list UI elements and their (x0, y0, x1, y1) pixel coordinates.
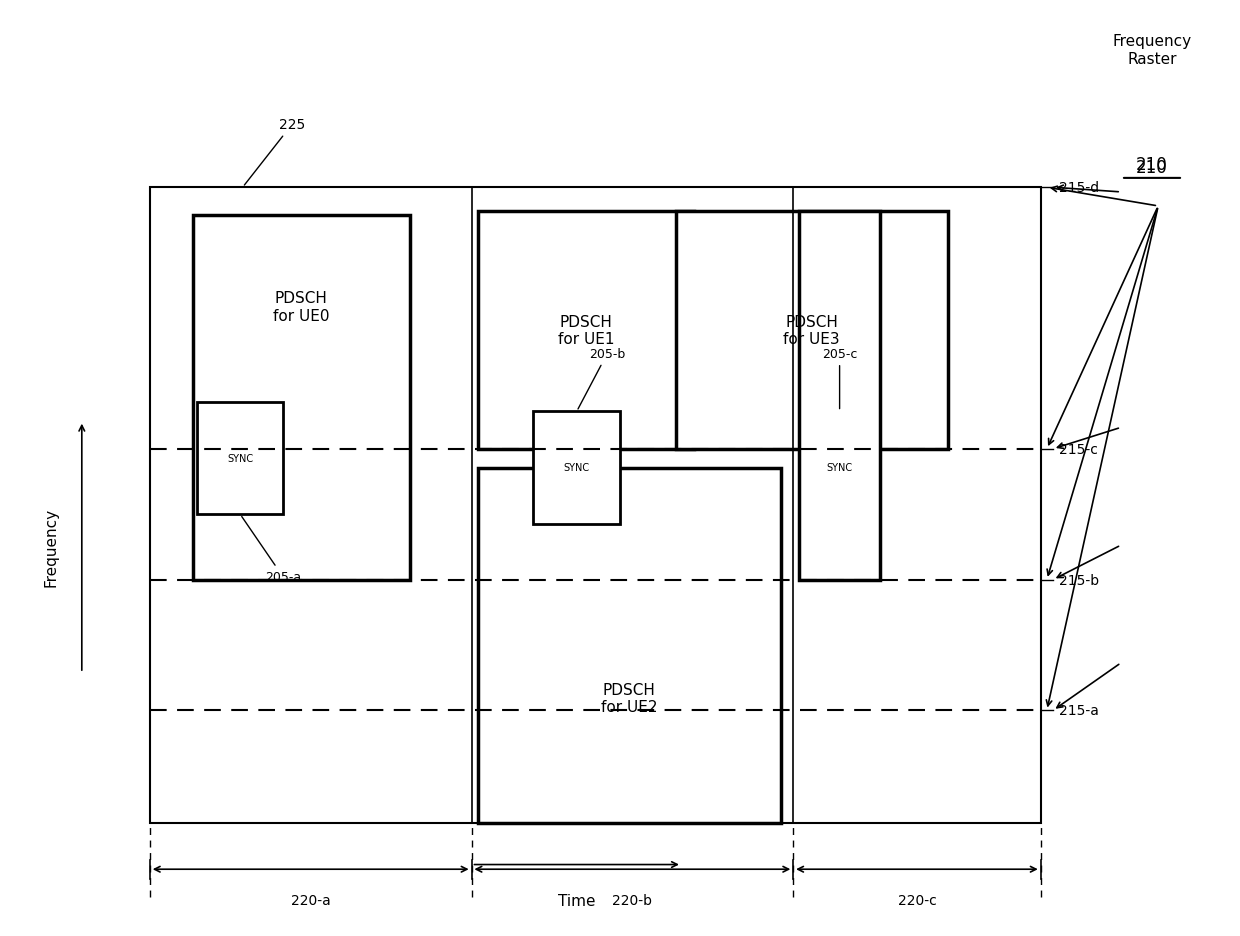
Text: 220-c: 220-c (898, 893, 936, 907)
Text: Time: Time (558, 893, 595, 908)
FancyBboxPatch shape (800, 212, 880, 580)
Text: PDSCH
for UE3: PDSCH for UE3 (784, 314, 839, 346)
Text: SYNC: SYNC (227, 454, 253, 463)
Text: 215-d: 215-d (1059, 181, 1100, 195)
FancyBboxPatch shape (533, 412, 620, 524)
Text: SYNC: SYNC (564, 463, 590, 473)
Text: 205-b: 205-b (578, 347, 625, 410)
Text: 215-b: 215-b (1059, 573, 1100, 587)
FancyBboxPatch shape (197, 402, 284, 515)
FancyBboxPatch shape (150, 188, 1040, 823)
Text: 225: 225 (244, 118, 305, 186)
Text: SYNC: SYNC (827, 463, 853, 473)
Text: 215-a: 215-a (1059, 704, 1099, 718)
Text: 205-c: 205-c (822, 347, 857, 409)
FancyBboxPatch shape (800, 412, 880, 524)
FancyBboxPatch shape (477, 468, 781, 823)
Text: PDSCH
for UE2: PDSCH for UE2 (601, 682, 657, 715)
Text: 210: 210 (1136, 155, 1168, 173)
FancyBboxPatch shape (477, 212, 694, 449)
Text: Frequency: Frequency (43, 508, 58, 587)
Text: PDSCH
for UE1: PDSCH for UE1 (558, 314, 614, 346)
FancyBboxPatch shape (193, 216, 409, 580)
Text: 220-a: 220-a (291, 893, 331, 907)
Text: Frequency
Raster: Frequency Raster (1112, 35, 1192, 66)
Text: 220-b: 220-b (613, 893, 652, 907)
Text: PDSCH
for UE0: PDSCH for UE0 (273, 291, 330, 323)
Text: 210: 210 (1136, 159, 1168, 177)
Text: 205-a: 205-a (242, 517, 301, 584)
FancyBboxPatch shape (676, 212, 947, 449)
Text: 215-c: 215-c (1059, 443, 1099, 457)
